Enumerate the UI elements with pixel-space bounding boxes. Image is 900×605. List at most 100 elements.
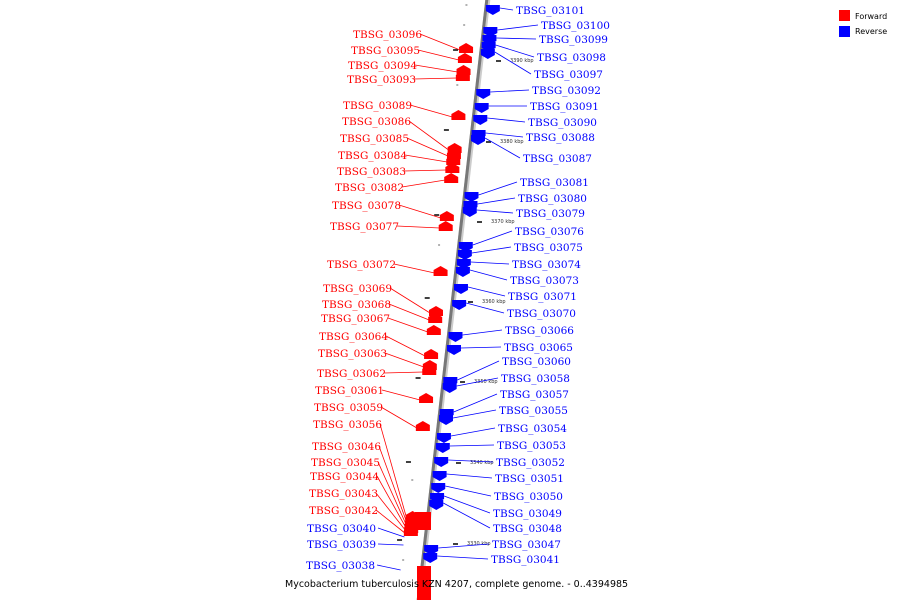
gene-leader-line bbox=[477, 197, 516, 205]
gene-label: TBSG_03064 bbox=[319, 331, 388, 343]
forward-gene-tbsg-03064: TBSG_03064 bbox=[319, 331, 439, 359]
reverse-gene-tbsg-03099: TBSG_03099 bbox=[482, 34, 608, 46]
forward-gene-tbsg-03067: TBSG_03067 bbox=[321, 313, 441, 335]
gene-label: TBSG_03050 bbox=[494, 491, 563, 503]
gene-label: TBSG_03096 bbox=[353, 29, 422, 41]
forward-gene-tbsg-03059: TBSG_03059 bbox=[314, 402, 430, 431]
gene-label: TBSG_03039 bbox=[307, 539, 376, 551]
reverse-gene-arrow bbox=[474, 103, 489, 113]
gene-leader-line bbox=[376, 564, 401, 571]
reverse-gene-tbsg-03081: TBSG_03081 bbox=[464, 177, 589, 202]
gene-label: TBSG_03091 bbox=[530, 101, 599, 113]
reverse-swatch bbox=[839, 26, 850, 37]
gene-label: TBSG_03073 bbox=[510, 275, 579, 287]
kbp-tick-label: 3380 kbp bbox=[500, 139, 524, 145]
gene-leader-line bbox=[389, 287, 431, 314]
gene-leader-line bbox=[383, 371, 424, 374]
gene-label: TBSG_03087 bbox=[523, 153, 592, 165]
reverse-gene-arrow bbox=[453, 284, 468, 294]
gene-label: TBSG_03092 bbox=[532, 85, 601, 97]
reverse-gene-arrow bbox=[438, 415, 453, 425]
forward-gene-arrow bbox=[446, 155, 461, 165]
kbp-tick-label: 3340 kbp bbox=[470, 460, 494, 466]
gene-label: TBSG_03072 bbox=[327, 259, 396, 271]
reverse-gene-tbsg-03055: TBSG_03055 bbox=[438, 405, 568, 425]
reverse-gene-tbsg-03076: TBSG_03076 bbox=[458, 226, 584, 252]
gene-label: TBSG_03053 bbox=[497, 440, 566, 452]
gene-label: TBSG_03043 bbox=[309, 488, 378, 500]
forward-gene-tbsg-03089: TBSG_03089 bbox=[343, 100, 466, 120]
gene-label: TBSG_03080 bbox=[518, 193, 587, 205]
gene-leader-line bbox=[385, 335, 426, 357]
gene-label: TBSG_03062 bbox=[317, 368, 386, 380]
forward-gene-tbsg-03083: TBSG_03083 bbox=[337, 163, 460, 178]
gene-leader-line bbox=[466, 302, 505, 314]
gene-leader-line bbox=[403, 169, 447, 172]
gene-leader-line bbox=[438, 543, 490, 549]
gene-leader-line bbox=[450, 427, 496, 437]
reverse-gene-tbsg-03051: TBSG_03051 bbox=[432, 471, 564, 485]
gene-leader-line bbox=[452, 409, 497, 419]
gene-label: TBSG_03057 bbox=[500, 389, 569, 401]
gene-leader-line bbox=[497, 24, 539, 31]
gene-label: TBSG_03048 bbox=[493, 523, 562, 535]
reverse-gene-tbsg-03075: TBSG_03075 bbox=[457, 242, 583, 260]
gene-leader-line bbox=[499, 7, 514, 11]
gene-label: TBSG_03042 bbox=[309, 505, 378, 517]
reverse-gene-tbsg-03066: TBSG_03066 bbox=[448, 325, 574, 342]
gene-leader-line bbox=[377, 543, 404, 546]
gene-leader-line bbox=[396, 225, 440, 229]
reverse-gene-tbsg-03074: TBSG_03074 bbox=[456, 259, 581, 271]
forward-gene-arrow bbox=[428, 313, 443, 323]
gene-label: TBSG_03065 bbox=[504, 342, 573, 354]
forward-gene-arrow bbox=[419, 393, 434, 403]
gene-label: TBSG_03063 bbox=[318, 348, 387, 360]
reverse-gene-arrow bbox=[456, 259, 471, 269]
forward-gene-arrow bbox=[428, 306, 443, 316]
forward-legend-label: Forward bbox=[855, 12, 887, 21]
forward-gene-tbsg-03084: TBSG_03084 bbox=[338, 150, 461, 165]
gene-leader-line bbox=[485, 132, 524, 138]
gene-label: TBSG_03041 bbox=[491, 554, 560, 566]
reverse-gene-tbsg-03100: TBSG_03100 bbox=[483, 20, 610, 37]
reverse-gene-tbsg-03079: TBSG_03079 bbox=[462, 207, 585, 220]
gene-label: TBSG_03046 bbox=[312, 441, 381, 453]
bottom-gene-block bbox=[415, 512, 431, 600]
gene-label: TBSG_03044 bbox=[310, 471, 379, 483]
gene-leader-line bbox=[381, 389, 421, 401]
kbp-tick-label: 3350 kbp bbox=[474, 379, 498, 385]
gene-label: TBSG_03066 bbox=[505, 325, 574, 337]
gene-label: TBSG_03067 bbox=[321, 313, 390, 325]
gene-label: TBSG_03084 bbox=[338, 150, 407, 162]
genome-backbone bbox=[416, 0, 491, 601]
forward-gene-arrow bbox=[439, 211, 454, 221]
gene-leader-line bbox=[414, 64, 458, 73]
gene-leader-line bbox=[471, 246, 512, 254]
gene-label: TBSG_03095 bbox=[351, 45, 420, 57]
gene-leader-line bbox=[377, 461, 407, 525]
reverse-gene-arrow bbox=[485, 5, 500, 15]
reverse-gene-arrow bbox=[455, 267, 470, 277]
gene-label: TBSG_03068 bbox=[322, 299, 391, 311]
gene-label: TBSG_03088 bbox=[526, 132, 595, 144]
forward-gene-arrow bbox=[455, 71, 470, 81]
gene-leader-line bbox=[378, 445, 407, 522]
gene-leader-line bbox=[494, 51, 532, 75]
gene-leader-line bbox=[437, 555, 489, 560]
reverse-gene-arrow bbox=[457, 250, 472, 260]
gene-leader-line bbox=[457, 360, 500, 381]
reverse-gene-arrow bbox=[470, 135, 485, 145]
gene-label: TBSG_03089 bbox=[343, 100, 412, 112]
reverse-gene-tbsg-03047: TBSG_03047 bbox=[424, 539, 561, 555]
reverse-gene-arrow bbox=[436, 433, 451, 443]
forward-gene-tbsg-03044: TBSG_03044 bbox=[310, 471, 419, 530]
reverse-gene-tbsg-03040: TBSG_03040 bbox=[307, 523, 405, 538]
forward-gene-tbsg-03077: TBSG_03077 bbox=[330, 221, 453, 233]
gene-leader-line bbox=[446, 473, 493, 479]
gene-label: TBSG_03101 bbox=[516, 5, 585, 17]
reverse-gene-arrow bbox=[462, 207, 477, 217]
gene-label: TBSG_03071 bbox=[508, 291, 577, 303]
gene-leader-line bbox=[460, 346, 502, 349]
gene-leader-line bbox=[456, 377, 499, 387]
gene-leader-line bbox=[472, 230, 513, 246]
